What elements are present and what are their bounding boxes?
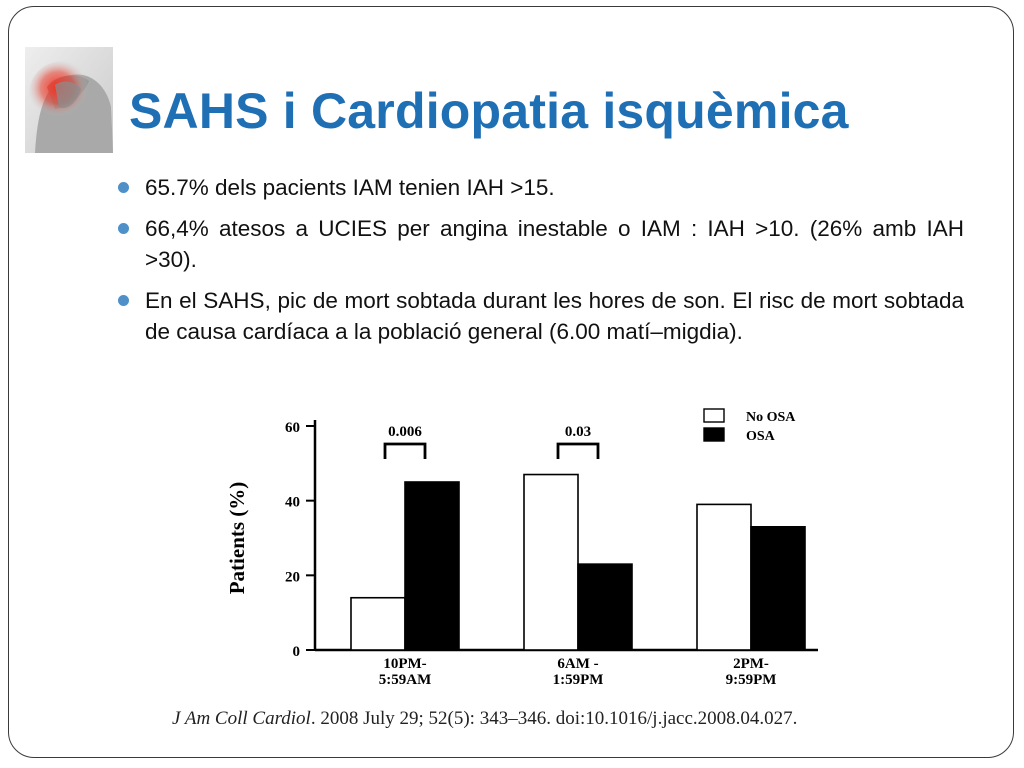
bullet-item: 65.7% dels pacients IAM tenien IAH >15. (118, 172, 964, 203)
x-tick-label: 10PM- (383, 656, 426, 672)
legend-label: No OSA (746, 410, 796, 425)
bullet-item: En el SAHS, pic de mort sobtada durant l… (118, 285, 964, 347)
p-value-label: 0.03 (565, 424, 591, 440)
p-value-label: 0.006 (388, 424, 422, 440)
x-tick-label: 6AM - (557, 656, 598, 672)
bar-no-osa (523, 473, 579, 651)
bullet-text: En el SAHS, pic de mort sobtada durant l… (145, 288, 964, 344)
significance-bracket (383, 442, 427, 459)
bullet-list: 65.7% dels pacients IAM tenien IAH >15. … (118, 172, 964, 357)
y-tick-label: 40 (285, 495, 300, 511)
slide-frame (8, 6, 1014, 758)
citation: J Am Coll Cardiol. 2008 July 29; 52(5): … (172, 708, 892, 730)
bullet-dot-icon (118, 295, 129, 306)
legend-swatch-osa (703, 427, 725, 442)
bullet-text: 66,4% atesos a UCIES per angina inestabl… (145, 216, 964, 272)
legend-label: OSA (746, 429, 776, 444)
y-axis-label: Patients (%) (225, 482, 249, 595)
y-tick-label: 20 (285, 569, 300, 585)
citation-journal: J Am Coll Cardiol (172, 708, 311, 729)
x-tick-label: 5:59AM (379, 672, 432, 688)
bullet-text: 65.7% dels pacients IAM tenien IAH >15. (145, 175, 555, 200)
bullet-item: 66,4% atesos a UCIES per angina inestabl… (118, 213, 964, 275)
citation-details: . 2008 July 29; 52(5): 343–346. doi:10.1… (310, 708, 798, 729)
chest-pain-photo-icon (25, 47, 113, 153)
x-tick-label: 9:59PM (726, 672, 777, 688)
x-tick-label: 2PM- (733, 656, 769, 672)
significance-bracket (556, 442, 600, 459)
legend-swatch-no-osa (703, 408, 725, 423)
bar-osa (404, 481, 460, 651)
bar-osa (750, 526, 806, 651)
bar-osa (577, 563, 633, 651)
bullet-dot-icon (118, 223, 129, 234)
slide-title: SAHS i Cardiopatia isquèmica (129, 83, 849, 139)
bar-chart: 0 20 40 60 Patients (%) 10PM- 5:59AM 6AM -1:59P… (208, 400, 868, 695)
y-tick-label: 0 (293, 644, 301, 660)
y-tick-label: 60 (285, 420, 300, 436)
x-tick-label: 1:59PM (553, 672, 604, 688)
bar-no-osa (350, 596, 406, 651)
bar-no-osa (696, 503, 752, 651)
bullet-dot-icon (118, 182, 129, 193)
bar-chart-svg: 0 20 40 60 Patients (%) 10PM-5:59AM 6AM -1:59P… (225, 408, 818, 688)
